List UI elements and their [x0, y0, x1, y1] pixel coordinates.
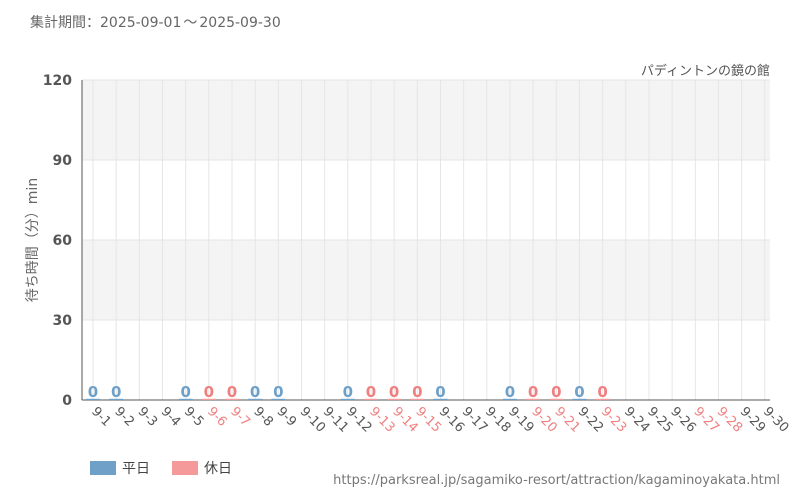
data-label: 0	[574, 383, 584, 401]
x-tick-label: 9-12	[343, 404, 374, 435]
x-tick-label: 9-9	[273, 404, 299, 430]
x-tick-label: 9-17	[459, 404, 490, 435]
bar	[271, 398, 286, 400]
period-separator: 〜	[183, 15, 198, 31]
x-tick-label: 9-6	[204, 404, 230, 430]
bar	[502, 398, 517, 400]
x-tick-label: 9-1	[88, 404, 114, 430]
y-tick-label: 120	[43, 73, 72, 89]
weekday-label: 平日	[122, 461, 150, 477]
y-tick-label: 30	[53, 313, 73, 329]
source-url[interactable]: https://parksreal.jp/sagamiko-resort/att…	[333, 473, 780, 488]
x-tick-label: 9-18	[482, 404, 513, 435]
x-tick-label: 9-2	[111, 404, 137, 430]
x-tick-label: 9-29	[737, 404, 768, 435]
data-label: 0	[412, 383, 422, 401]
x-tick-label: 9-23	[598, 404, 629, 435]
bar	[224, 398, 239, 400]
data-label: 0	[111, 383, 121, 401]
x-tick-label: 9-14	[389, 404, 420, 435]
x-tick-label: 9-10	[297, 404, 328, 435]
x-tick-label: 9-28	[714, 404, 745, 435]
data-label: 0	[551, 383, 561, 401]
data-label: 0	[597, 383, 607, 401]
data-label: 0	[389, 383, 399, 401]
holiday-swatch	[172, 461, 198, 475]
data-label: 0	[204, 383, 214, 401]
x-tick-label: 9-19	[505, 404, 536, 435]
x-tick-label: 9-3	[135, 404, 161, 430]
bar	[248, 398, 263, 400]
bar	[201, 398, 216, 400]
data-label: 0	[366, 383, 376, 401]
period-label: 集計期間：2025-09-01 〜 2025-09-30	[30, 12, 281, 32]
x-tick-label: 9-5	[181, 404, 207, 430]
x-tick-label: 9-16	[436, 404, 467, 435]
x-tick-label: 9-30	[760, 404, 791, 435]
bar	[595, 398, 610, 400]
x-tick-label: 9-15	[412, 404, 443, 435]
x-tick-label: 9-26	[667, 404, 698, 435]
holiday-label: 休日	[204, 461, 232, 477]
plot-band	[82, 80, 770, 160]
bar	[109, 398, 124, 400]
x-tick-label: 9-22	[575, 404, 606, 435]
bar	[387, 398, 402, 400]
y-tick-label: 60	[53, 233, 73, 249]
x-tick-label: 9-8	[250, 404, 276, 430]
period-start: 2025-09-01	[100, 15, 182, 31]
bar	[340, 398, 355, 400]
legend-weekday[interactable]: 平日	[90, 458, 150, 478]
bar	[178, 398, 193, 400]
attraction-name: パディントンの鏡の館	[640, 64, 770, 79]
data-label: 0	[180, 383, 190, 401]
x-tick-label: 9-4	[158, 404, 184, 430]
bar	[86, 398, 100, 400]
data-label: 0	[250, 383, 260, 401]
data-label: 0	[505, 383, 515, 401]
bar	[363, 398, 378, 400]
data-label: 0	[227, 383, 237, 401]
data-label: 0	[435, 383, 445, 401]
bar	[572, 398, 587, 400]
x-tick-label: 9-20	[528, 404, 559, 435]
weekday-swatch	[90, 461, 116, 475]
x-tick-label: 9-13	[366, 404, 397, 435]
x-tick-label: 9-27	[690, 404, 721, 435]
bar	[526, 398, 541, 400]
x-tick-label: 9-7	[227, 404, 253, 430]
bar	[433, 398, 448, 400]
data-label: 0	[88, 383, 98, 401]
bar	[410, 398, 425, 400]
legend: 平日 休日	[90, 458, 232, 478]
data-label: 0	[343, 383, 353, 401]
plot-band	[82, 240, 770, 320]
x-tick-label: 9-21	[551, 404, 582, 435]
legend-holiday[interactable]: 休日	[172, 458, 232, 478]
bar	[549, 398, 564, 400]
y-tick-label: 0	[62, 393, 72, 409]
x-tick-label: 9-24	[621, 404, 652, 435]
x-tick-label: 9-25	[644, 404, 675, 435]
data-label: 0	[528, 383, 538, 401]
y-tick-label: 90	[53, 153, 73, 169]
x-tick-label: 9-11	[320, 404, 351, 435]
data-label: 0	[273, 383, 283, 401]
period-prefix: 集計期間：	[30, 15, 100, 31]
period-end: 2025-09-30	[199, 15, 281, 31]
